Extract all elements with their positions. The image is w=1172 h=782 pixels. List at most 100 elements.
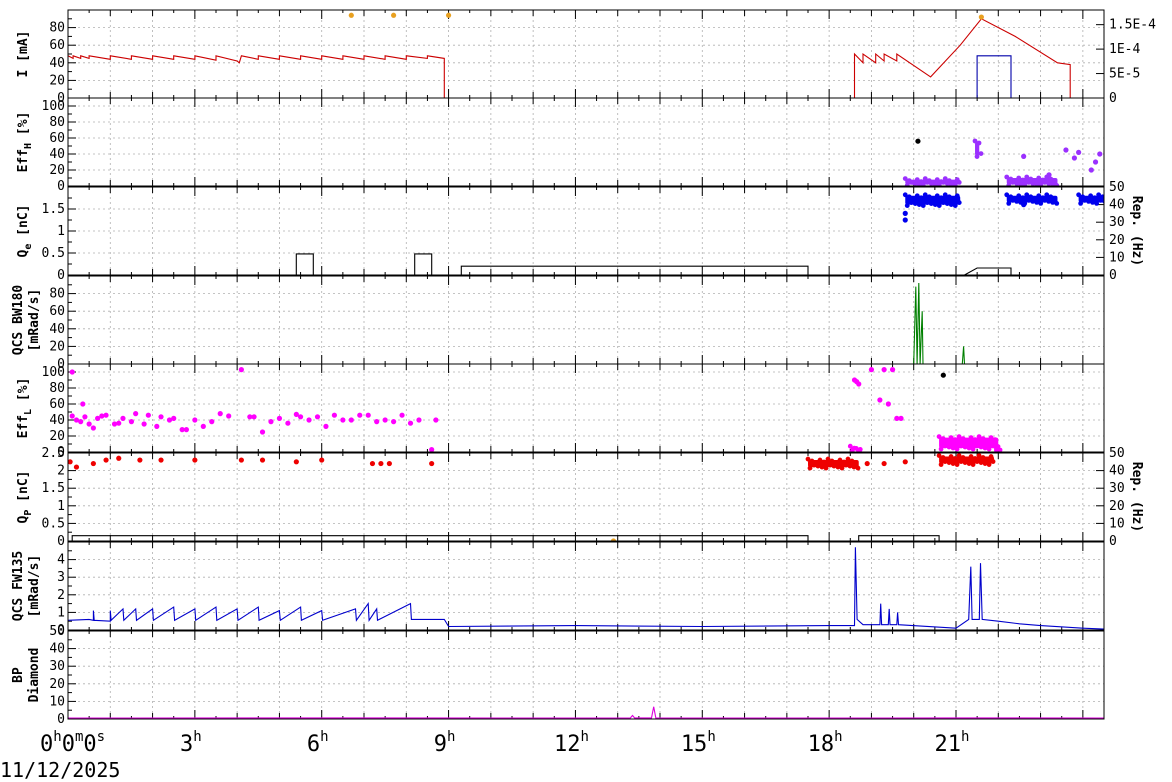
data-point bbox=[1102, 199, 1104, 204]
ytick-label: 80 bbox=[49, 115, 65, 130]
data-point bbox=[1036, 175, 1042, 181]
data-point bbox=[940, 436, 946, 441]
series-group bbox=[68, 547, 1104, 630]
data-point bbox=[1044, 192, 1050, 198]
data-point bbox=[399, 412, 405, 418]
data-point bbox=[918, 179, 924, 185]
ytick-label: 0 bbox=[57, 534, 65, 549]
data-point bbox=[276, 415, 283, 421]
xtick-hour: 12 bbox=[554, 732, 581, 757]
panel-frame bbox=[67, 630, 1105, 720]
ytick-right-label: 50 bbox=[1109, 446, 1125, 461]
data-point bbox=[932, 202, 938, 208]
ytick-right-label: 50 bbox=[1109, 180, 1125, 195]
panel-frame bbox=[67, 275, 1105, 365]
ylabel-main: Q bbox=[16, 250, 31, 258]
origin-unit: m bbox=[75, 729, 83, 745]
data-point bbox=[976, 140, 982, 146]
series-group bbox=[68, 12, 1104, 98]
xtick-unit: h bbox=[320, 729, 328, 745]
data-point bbox=[238, 457, 244, 463]
ylabel: I [mA] bbox=[16, 31, 31, 78]
data-point bbox=[238, 367, 244, 373]
ylabel-sub: L bbox=[23, 409, 34, 415]
data-point bbox=[1034, 200, 1040, 205]
ylabel-main: Eff bbox=[16, 415, 31, 438]
xtick-label: 21h bbox=[935, 729, 970, 757]
data-point bbox=[297, 414, 304, 420]
data-point bbox=[137, 457, 143, 463]
data-point bbox=[956, 200, 962, 206]
data-point bbox=[839, 465, 845, 471]
ytick-right-label: 10 bbox=[1109, 516, 1125, 531]
xtick-label: 9h bbox=[434, 729, 456, 757]
data-point bbox=[1006, 183, 1012, 186]
data-point bbox=[968, 454, 974, 459]
data-point bbox=[912, 201, 918, 207]
data-point bbox=[908, 200, 914, 206]
data-point bbox=[1024, 174, 1030, 180]
data-point bbox=[940, 372, 946, 378]
data-point bbox=[382, 417, 388, 423]
data-point bbox=[116, 455, 122, 461]
data-point bbox=[991, 442, 997, 447]
ytick-label: 0 bbox=[57, 179, 65, 194]
data-point bbox=[78, 419, 84, 425]
data-point bbox=[843, 462, 849, 468]
data-point bbox=[217, 411, 223, 417]
data-point bbox=[1048, 194, 1054, 200]
data-point bbox=[946, 460, 952, 465]
data-point bbox=[982, 461, 988, 466]
data-point bbox=[821, 459, 827, 465]
data-point bbox=[1016, 193, 1022, 199]
xtick-unit: h bbox=[447, 729, 455, 745]
data-point bbox=[369, 460, 376, 467]
ytick-right-label: 5E-5 bbox=[1109, 67, 1140, 82]
data-point bbox=[1016, 175, 1022, 181]
data-point bbox=[964, 457, 970, 462]
ylabel-sub: e bbox=[23, 244, 34, 250]
data-point bbox=[889, 367, 896, 373]
data-point bbox=[948, 202, 954, 208]
data-point bbox=[904, 183, 910, 186]
data-point bbox=[1097, 151, 1103, 157]
data-point bbox=[1006, 201, 1012, 206]
ytick-right-label: 0 bbox=[1109, 534, 1117, 549]
data-point bbox=[988, 454, 994, 459]
origin-unit: s bbox=[97, 729, 105, 745]
data-point bbox=[851, 464, 857, 470]
data-point bbox=[902, 192, 908, 198]
data-point bbox=[902, 210, 908, 216]
data-point bbox=[855, 465, 861, 471]
data-point bbox=[259, 457, 266, 463]
data-point bbox=[932, 182, 938, 186]
ytick-label: 100 bbox=[42, 99, 65, 114]
xtick-hour: 21 bbox=[935, 732, 962, 757]
data-point bbox=[910, 196, 916, 202]
data-point bbox=[1094, 201, 1100, 206]
data-point bbox=[1076, 192, 1082, 198]
xtick-label: 6h bbox=[307, 729, 329, 757]
data-point bbox=[950, 461, 956, 466]
series-line-0 bbox=[68, 18, 1104, 98]
data-point bbox=[970, 446, 976, 452]
data-point bbox=[958, 459, 964, 464]
data-point bbox=[914, 193, 920, 199]
data-point bbox=[906, 194, 912, 200]
data-point bbox=[306, 417, 312, 423]
data-point bbox=[898, 415, 904, 421]
ylabel-line-1: QCS FW135 bbox=[11, 551, 26, 621]
data-point bbox=[984, 457, 990, 462]
data-point bbox=[956, 180, 962, 185]
origin-value: 0 bbox=[83, 732, 96, 757]
data-point bbox=[988, 435, 994, 440]
data-point bbox=[928, 201, 934, 207]
data-point bbox=[192, 417, 198, 423]
data-point bbox=[912, 181, 918, 186]
data-point bbox=[1021, 153, 1027, 159]
data-point bbox=[1018, 182, 1024, 186]
data-point bbox=[1076, 149, 1082, 155]
data-point bbox=[950, 196, 956, 202]
